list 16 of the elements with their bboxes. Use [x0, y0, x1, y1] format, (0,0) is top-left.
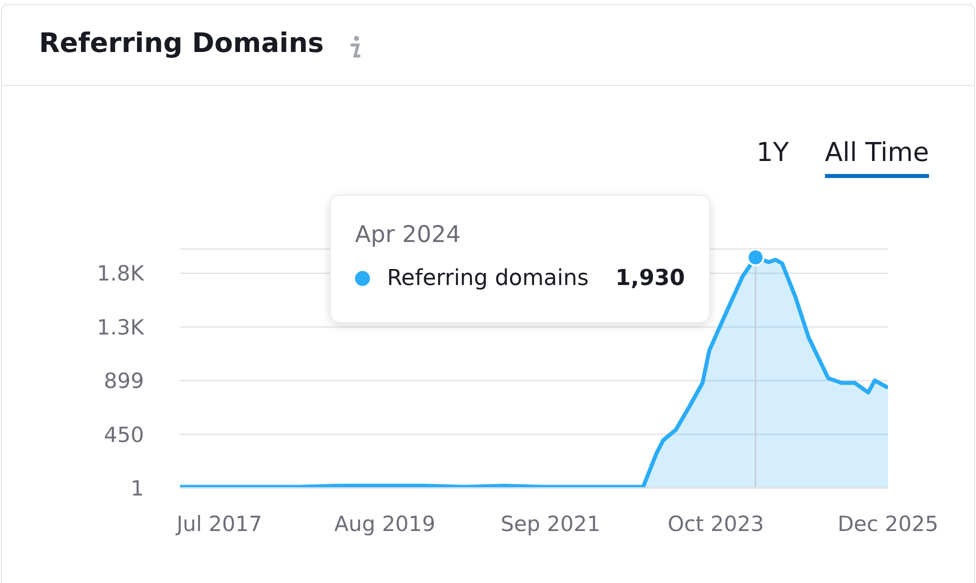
text: 1Y: [756, 138, 789, 168]
y-tick-label: 1.3K: [96, 315, 146, 340]
x-tick-label: Sep 2021: [500, 512, 600, 536]
x-tick-label: Aug 2019: [334, 512, 436, 536]
annotation: 1,930: [615, 266, 685, 291]
text: All Time: [824, 138, 929, 168]
y-tick-label: 899: [104, 369, 144, 394]
chart-title: Referring Domains: [39, 28, 324, 59]
y-tick-label: 1.8K: [96, 262, 146, 286]
x-tick-label: Jul 2017: [174, 512, 262, 536]
y-tick-label: 450: [104, 422, 144, 447]
x-tick-label: Oct 2023: [668, 512, 764, 536]
x-tick-label: Dec 2025: [838, 512, 938, 536]
legend-label: Referring domains: [387, 266, 589, 291]
tooltip-card: Apr 2024 Referring domains 1,930: [330, 195, 710, 323]
y-tick-label: 1: [130, 476, 144, 500]
